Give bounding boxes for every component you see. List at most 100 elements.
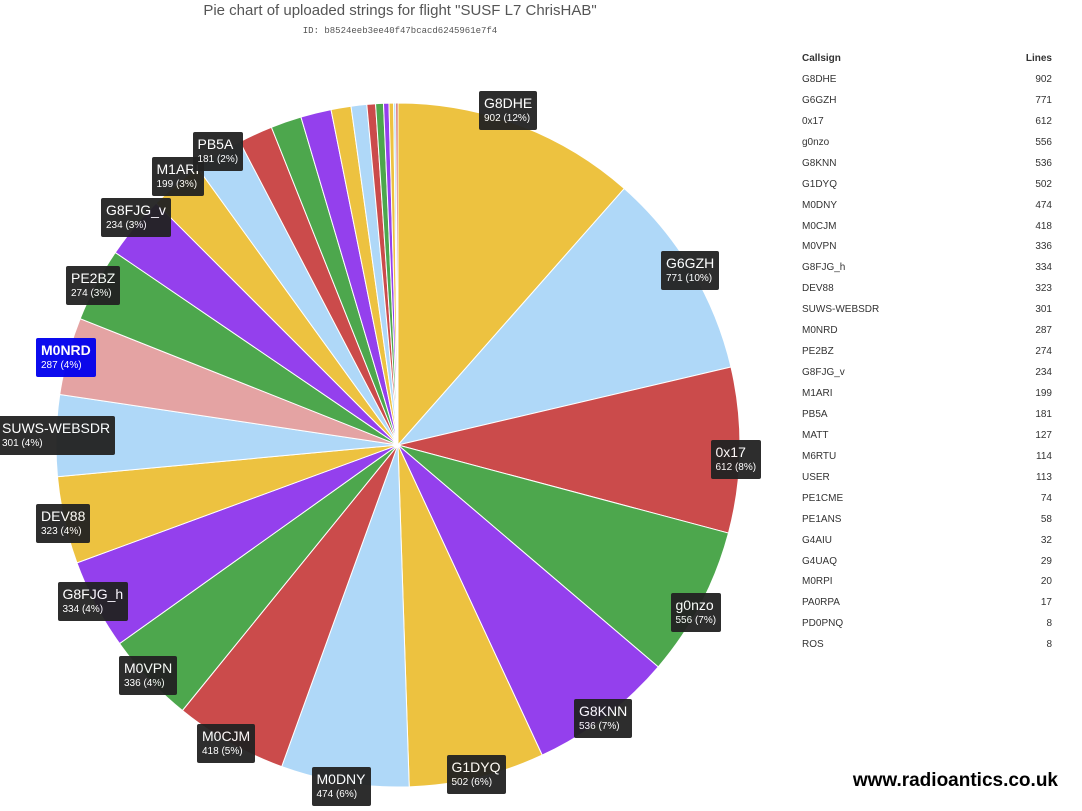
- slice-label-g8dhe: G8DHE 902 (12%): [479, 90, 538, 130]
- callsign-cell: G4UAQ: [802, 555, 838, 567]
- slice-label-name: M0NRD: [41, 341, 91, 358]
- table-row: ROS 8: [800, 635, 1058, 656]
- callsign-cell: G8KNN: [802, 157, 837, 169]
- lines-cell: 234: [1035, 367, 1052, 379]
- table-body: G8DHE 902 G6GZH 771 0x17 612 g0nzo 556 G8KNN 536 G…: [800, 70, 1058, 656]
- table-row: G6GZH 771: [800, 91, 1058, 112]
- slice-label-suws-websdr: SUWS-WEBSDR 301 (4%): [0, 415, 116, 455]
- lines-cell: 474: [1035, 199, 1052, 211]
- table-row: M0NRD 287: [800, 321, 1058, 342]
- table-row: G8DHE 902: [800, 70, 1058, 91]
- lines-cell: 536: [1035, 157, 1052, 169]
- table-row: G8FJG_v 234: [800, 363, 1058, 384]
- table-row: PE1ANS 58: [800, 510, 1058, 531]
- lines-cell: 20: [1040, 576, 1052, 588]
- callsign-cell: G8FJG_h: [802, 262, 846, 274]
- callsign-cell: PD0PNQ: [802, 618, 844, 630]
- callsign-cell: g0nzo: [802, 136, 830, 148]
- slice-label-name: DEV88: [41, 507, 86, 524]
- slice-label-value: 556 (7%): [675, 614, 717, 626]
- lines-cell: 287: [1035, 325, 1052, 337]
- slice-label-name: M1ARI: [156, 160, 200, 177]
- lines-cell: 181: [1035, 408, 1052, 420]
- slice-label-0x17: 0x17 612 (8%): [710, 439, 762, 479]
- table-row: G8KNN 536: [800, 154, 1058, 175]
- lines-cell: 199: [1035, 388, 1052, 399]
- callsign-cell: SUWS-WEBSDR: [802, 304, 880, 316]
- slice-label-name: G6GZH: [666, 254, 715, 271]
- table-row: PE1CME 74: [800, 489, 1058, 510]
- callsign-cell: G6GZH: [802, 94, 837, 106]
- callsign-cell: M0RPI: [802, 576, 833, 588]
- lines-cell: 334: [1035, 262, 1052, 274]
- lines-cell: 771: [1035, 94, 1052, 106]
- table-row: G8FJG_h 334: [800, 258, 1058, 279]
- table-row: 0x17 612: [800, 112, 1058, 133]
- table-header: Callsign Lines: [800, 49, 1058, 70]
- callsign-cell: DEV88: [802, 283, 834, 295]
- lines-cell: 556: [1035, 136, 1052, 148]
- lines-cell: 301: [1035, 304, 1052, 316]
- slice-label-m0dny: M0DNY 474 (6%): [311, 766, 371, 806]
- table-row: M6RTU 114: [800, 447, 1058, 468]
- table-row: G4UAQ 29: [800, 552, 1058, 573]
- table-row: USER 113: [800, 468, 1058, 489]
- table-row: PA0RPA 17: [800, 593, 1058, 614]
- callsign-cell: PE1CME: [802, 492, 844, 504]
- callsign-cell: G8FJG_v: [802, 367, 845, 379]
- slice-label-name: G8FJG_h: [62, 585, 124, 602]
- callsign-cell: M0VPN: [802, 241, 837, 253]
- slice-label-g0nzo: g0nzo 556 (7%): [670, 592, 722, 632]
- slice-label-value: 323 (4%): [41, 525, 82, 537]
- table-row: SUWS-WEBSDR 301: [800, 300, 1058, 321]
- slice-label-value: 181 (2%): [197, 153, 239, 165]
- lines-cell: 58: [1040, 513, 1052, 525]
- slice-label-g6gzh: G6GZH 771 (10%): [661, 250, 720, 290]
- table-row: M0RPI 20: [800, 572, 1058, 593]
- slice-label-value: 902 (12%): [484, 112, 531, 124]
- slice-label-g8fjg-h: G8FJG_h 334 (4%): [57, 581, 129, 621]
- table-row: M0VPN 336: [800, 237, 1058, 258]
- table-row: g0nzo 556: [800, 133, 1058, 154]
- slice-label-name: M0CJM: [202, 727, 251, 744]
- lines-cell: 8: [1046, 639, 1052, 651]
- callsign-cell: G4AIU: [802, 534, 833, 546]
- callsign-cell: G8DHE: [802, 73, 837, 85]
- lines-cell: 274: [1035, 346, 1052, 358]
- table-row: DEV88 323: [800, 279, 1058, 300]
- slice-label-value: 234 (3%): [106, 219, 147, 231]
- lines-cell: 29: [1040, 555, 1052, 567]
- table-row: PB5A 181: [800, 405, 1058, 426]
- slice-label-name: M0DNY: [316, 770, 366, 787]
- slice-label-name: 0x17: [715, 443, 746, 460]
- table-row: G4AIU 32: [800, 531, 1058, 552]
- table-row: G1DYQ 502: [800, 175, 1058, 196]
- slice-label-m0vpn: M0VPN 336 (4%): [119, 655, 178, 695]
- callsign-header: Callsign: [802, 53, 841, 64]
- lines-cell: 336: [1035, 241, 1052, 253]
- callsign-cell: PA0RPA: [802, 597, 840, 609]
- slice-label-value: 274 (3%): [71, 287, 112, 299]
- slice-label-dev88: DEV88 323 (4%): [36, 503, 91, 543]
- callsign-cell: PE2BZ: [802, 346, 834, 358]
- callsign-cell: ROS: [802, 639, 824, 651]
- lines-cell: 502: [1035, 178, 1052, 190]
- table-row: PE2BZ 274: [800, 342, 1058, 363]
- callsign-cell: 0x17: [802, 115, 824, 127]
- lines-cell: 17: [1040, 597, 1052, 609]
- lines-cell: 127: [1035, 429, 1052, 441]
- slice-label-value: 612 (8%): [715, 461, 757, 473]
- slice-label-value: 502 (6%): [451, 776, 493, 788]
- slice-label-name: G8DHE: [484, 94, 533, 111]
- flight-id: ID: b8524eeb3ee40f47bcacd6245961e7f4: [302, 26, 498, 36]
- slice-label-value: 474 (6%): [316, 788, 358, 800]
- callsign-cell: G1DYQ: [802, 178, 838, 190]
- callsign-cell: M0DNY: [802, 199, 838, 211]
- slice-label-g8fjg-v: G8FJG_v 234 (3%): [101, 197, 171, 237]
- slice-label-value: 199 (3%): [156, 178, 198, 190]
- callsign-cell: PE1ANS: [802, 513, 842, 525]
- callsign-cell: M0NRD: [802, 325, 838, 337]
- slice-label-name: g0nzo: [675, 596, 714, 613]
- callsign-cell: M1ARI: [802, 388, 833, 399]
- table-row: M1ARI 199: [800, 384, 1058, 405]
